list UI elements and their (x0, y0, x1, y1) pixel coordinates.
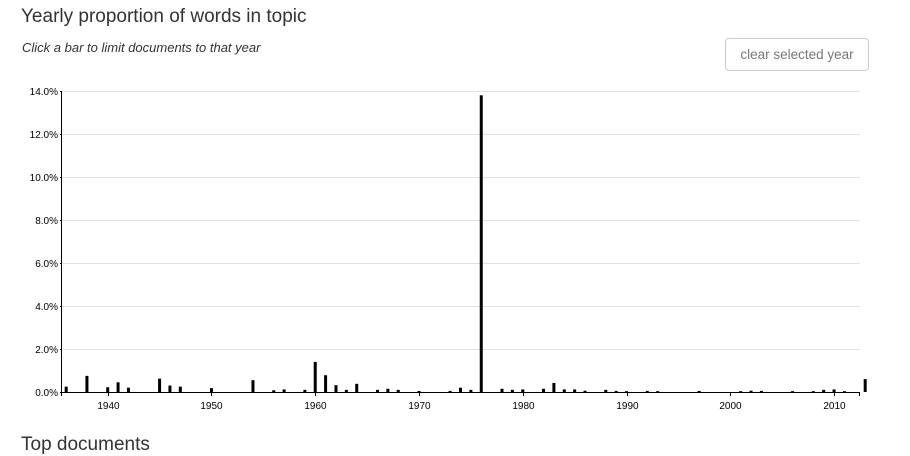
bar-year-1940[interactable] (106, 387, 110, 392)
bar-year-1985[interactable] (573, 389, 577, 392)
bar-year-1990[interactable] (625, 391, 629, 392)
bar-year-1936[interactable] (64, 386, 68, 393)
bar-year-1992[interactable] (645, 390, 649, 392)
x-tick-label: 2000 (719, 401, 742, 412)
chart-instructions: Click a bar to limit documents to that y… (22, 40, 261, 55)
bar-year-1967[interactable] (386, 388, 390, 392)
bar-year-1979[interactable] (510, 389, 514, 392)
bar-year-1938[interactable] (85, 375, 89, 393)
y-tick-label: 4.0% (35, 302, 58, 313)
bar-year-1988[interactable] (604, 389, 608, 392)
x-tick-label: 2010 (823, 401, 846, 412)
bar-year-1960[interactable] (313, 361, 317, 392)
bar-year-1975[interactable] (469, 389, 473, 392)
x-tick-label: 1950 (200, 401, 223, 412)
bar-year-1956[interactable] (272, 390, 276, 392)
bar-year-2013[interactable] (863, 379, 867, 392)
y-tick-label: 12.0% (30, 130, 58, 141)
x-tick-label: 1990 (616, 401, 639, 412)
bar-year-2001[interactable] (739, 391, 743, 392)
bar-year-1989[interactable] (614, 390, 618, 392)
bar-year-1959[interactable] (303, 389, 307, 392)
bar-year-1962[interactable] (334, 385, 338, 392)
bar-year-1961[interactable] (324, 375, 328, 392)
bar-year-1964[interactable] (355, 383, 359, 392)
bar-year-2003[interactable] (759, 390, 763, 392)
bar-year-1957[interactable] (282, 389, 286, 392)
bar-year-1970[interactable] (417, 390, 421, 392)
bar-year-1982[interactable] (542, 388, 546, 392)
bar-year-1942[interactable] (126, 387, 130, 392)
bar-year-2009[interactable] (822, 389, 826, 392)
bar-year-1986[interactable] (583, 390, 587, 392)
bar-year-1976[interactable] (479, 95, 483, 393)
chart-title: Yearly proportion of words in topic (21, 6, 307, 27)
bar-year-1993[interactable] (656, 391, 660, 392)
bar-year-1978[interactable] (500, 388, 504, 392)
y-tick-label: 14.0% (30, 87, 58, 98)
bar-year-1941[interactable] (116, 382, 120, 392)
x-tick-label: 1960 (304, 401, 327, 412)
bar-year-2006[interactable] (791, 391, 795, 392)
y-tick-label: 8.0% (35, 216, 58, 227)
x-tick-label: 1980 (512, 401, 535, 412)
bar-year-1947[interactable] (178, 386, 182, 393)
bar-year-1997[interactable] (697, 390, 701, 392)
x-tick-label: 1940 (97, 401, 120, 412)
bar-year-2002[interactable] (749, 390, 753, 392)
bar-year-2011[interactable] (842, 391, 846, 392)
bar-year-1984[interactable] (562, 389, 566, 392)
axes: 0.0% 2.0% 4.0% 6.0% 8.0% 10.0% 12.0% 14.0% 1940 1… (30, 87, 860, 412)
clear-selected-year-button[interactable]: clear selected year (725, 38, 869, 71)
bar-year-1966[interactable] (375, 389, 379, 392)
bar-year-1950[interactable] (209, 388, 213, 392)
bar-year-1946[interactable] (168, 385, 172, 392)
yearly-proportion-bar-chart[interactable]: 0.0% 2.0% 4.0% 6.0% 8.0% 10.0% 12.0% 14.0% 1940 1… (0, 0, 910, 430)
y-tick-label: 6.0% (35, 259, 58, 270)
bar-year-1954[interactable] (251, 380, 255, 392)
bar-year-2010[interactable] (832, 389, 836, 392)
bar-year-1968[interactable] (396, 389, 400, 392)
bar-year-1973[interactable] (448, 390, 452, 392)
x-tick-label: 1970 (408, 401, 431, 412)
bars[interactable] (64, 95, 867, 393)
gridlines (61, 91, 860, 350)
y-tick-label: 10.0% (30, 173, 58, 184)
bar-year-1945[interactable] (158, 378, 162, 392)
bar-year-1963[interactable] (344, 389, 348, 392)
y-tick-label: 2.0% (35, 345, 58, 356)
bar-year-1983[interactable] (552, 382, 556, 392)
bar-year-1974[interactable] (459, 387, 462, 392)
bar-year-1980[interactable] (521, 389, 525, 392)
bar-year-2008[interactable] (811, 391, 815, 392)
y-tick-label: 0.0% (35, 388, 58, 399)
top-documents-heading: Top documents (21, 434, 150, 455)
